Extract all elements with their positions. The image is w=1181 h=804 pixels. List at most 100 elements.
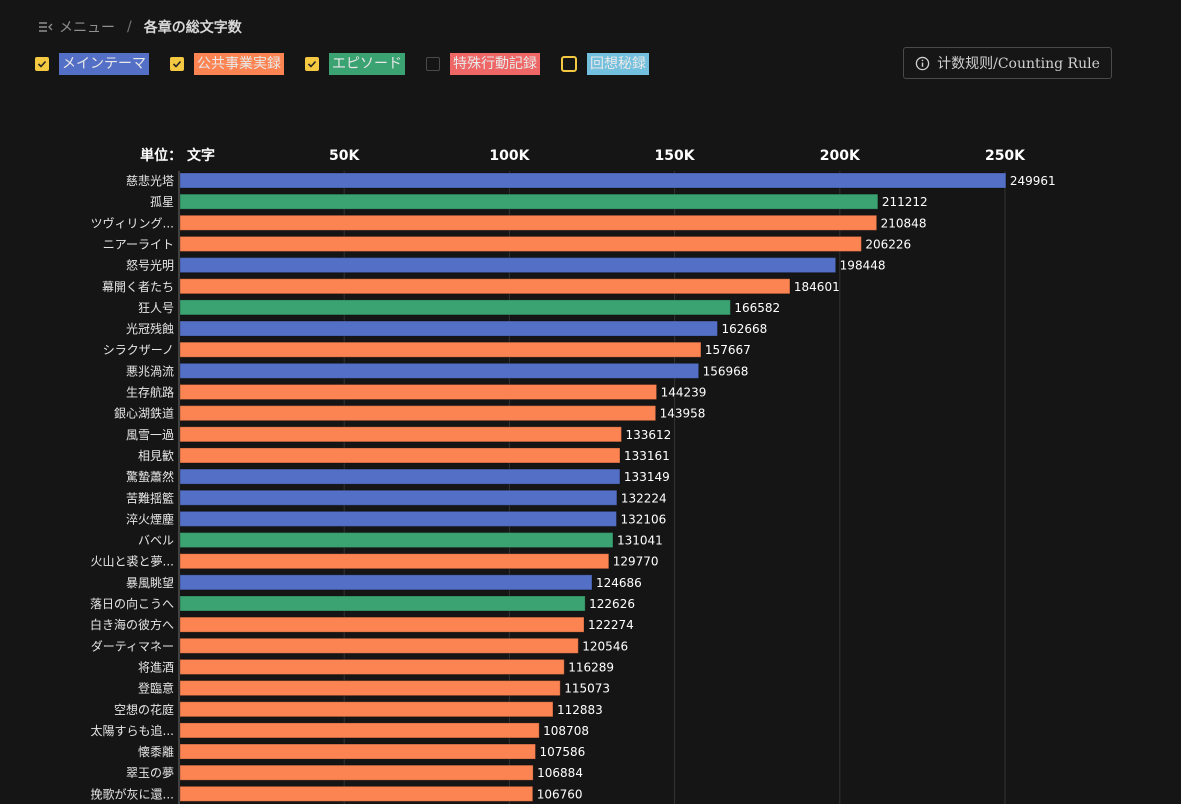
bar-value-label: 133161 <box>624 449 670 463</box>
bar <box>179 722 540 739</box>
y-category-label: 落日の向こうへ <box>90 596 174 611</box>
bar <box>179 637 579 654</box>
y-category-label: 生存航路 <box>126 385 174 400</box>
breadcrumb: メニュー / 各章の総文字数 <box>38 17 242 37</box>
bar <box>179 510 617 527</box>
y-category-label: シラクザーノ <box>103 343 174 357</box>
bar-value-label: 143958 <box>660 407 706 421</box>
y-category-label: 懐黍離 <box>138 745 174 759</box>
legend-label: 特殊行動記録 <box>450 53 540 75</box>
bar-value-label: 132106 <box>620 512 666 526</box>
bar <box>179 532 614 549</box>
bar-value-label: 166582 <box>734 301 780 315</box>
bar <box>179 426 622 443</box>
bar <box>179 785 534 802</box>
bar-value-label: 133612 <box>625 428 671 442</box>
bar-value-label: 122274 <box>588 618 634 632</box>
y-category-label: 淬火煙塵 <box>126 511 174 526</box>
menu-link[interactable]: メニュー <box>38 17 115 37</box>
y-category-label: 狂人号 <box>138 301 174 315</box>
legend-item-recollection[interactable]: 回想秘録 <box>561 53 649 75</box>
legend-item-special-ops[interactable]: 特殊行動記録 <box>426 53 540 75</box>
bar-value-label: 108708 <box>543 724 589 738</box>
y-category-label: 暴風眺望 <box>126 576 174 590</box>
y-category-label: 風雪一過 <box>126 428 174 442</box>
legend-label: 公共事業実録 <box>194 53 284 75</box>
check-icon <box>307 60 317 68</box>
legend-label: メインテーマ <box>59 53 149 75</box>
x-tick-label: 250K <box>985 148 1026 164</box>
page-title: 各章の総文字数 <box>143 20 242 36</box>
bar <box>179 764 534 781</box>
bar-value-label: 156968 <box>703 364 749 378</box>
bar <box>179 595 586 612</box>
bar <box>179 447 621 464</box>
bar-value-label: 107586 <box>539 745 585 759</box>
bar <box>179 468 621 485</box>
legend-item-episode[interactable]: エピソード <box>305 53 405 75</box>
legend-label: エピソード <box>329 53 405 75</box>
x-tick-label: 150K <box>655 148 696 164</box>
y-category-label: 相見歓 <box>138 449 174 463</box>
checkbox[interactable] <box>170 57 184 71</box>
y-category-label: 慈悲光塔 <box>126 173 174 188</box>
bar-value-label: 131041 <box>617 534 663 548</box>
y-category-label: 挽歌が灰に還... <box>91 786 174 801</box>
counting-rule-button[interactable]: 计数规则/Counting Rule <box>903 47 1112 79</box>
y-category-label: 光冠残蝕 <box>126 321 174 336</box>
counting-rule-label: 计数规则/Counting Rule <box>937 56 1100 72</box>
checkbox[interactable] <box>35 57 49 71</box>
bar-value-label: 210848 <box>881 216 927 230</box>
y-category-label: 銀心湖鉄道 <box>114 406 174 421</box>
bar-value-label: 184601 <box>794 280 840 294</box>
bar <box>179 299 731 316</box>
bar-value-label: 162668 <box>721 322 767 336</box>
bar <box>179 574 593 591</box>
menu-collapse-icon <box>39 22 53 32</box>
legend-item-main-theme[interactable]: メインテーマ <box>35 53 149 75</box>
bar <box>179 362 700 379</box>
bar <box>179 743 536 760</box>
y-category-label: 太陽すらも追... <box>91 723 174 738</box>
info-icon <box>915 56 930 70</box>
bar <box>179 553 610 570</box>
checkbox[interactable] <box>561 56 577 72</box>
bar <box>179 214 878 231</box>
legend-item-public-works[interactable]: 公共事業実録 <box>170 53 284 75</box>
bar <box>179 405 657 422</box>
bar <box>179 384 658 400</box>
bar-value-label: 120546 <box>582 639 628 653</box>
bar-value-label: 106760 <box>537 787 583 801</box>
breadcrumb-separator: / <box>127 19 132 35</box>
unit-label: 単位： 文字 <box>140 147 215 164</box>
x-tick-label: 50K <box>329 148 360 164</box>
bar <box>179 172 1007 189</box>
bar-value-label: 106884 <box>537 766 583 780</box>
bar <box>179 235 862 252</box>
menu-label: メニュー <box>59 20 115 36</box>
y-category-label: 驚蟄蕭然 <box>126 469 174 484</box>
y-category-label: 将進酒 <box>138 660 174 674</box>
bar-value-label: 211212 <box>882 195 928 209</box>
bar-value-label: 129770 <box>613 555 659 569</box>
bar-value-label: 132224 <box>621 491 667 505</box>
y-category-label: ニアーライト <box>103 237 174 251</box>
legend-label: 回想秘録 <box>587 53 649 75</box>
bar-value-label: 144239 <box>661 386 707 400</box>
bar-value-label: 206226 <box>865 237 911 251</box>
bar <box>179 278 791 295</box>
bar-value-label: 249961 <box>1010 174 1056 188</box>
bar-value-label: 116289 <box>568 660 614 674</box>
y-category-label: 幕開く者たち <box>102 280 174 294</box>
y-category-label: 苦難揺籃 <box>126 490 174 505</box>
y-category-label: 悪兆渦流 <box>126 363 174 378</box>
y-category-label: 登臨意 <box>138 681 174 696</box>
y-category-label: 孤星 <box>150 195 174 209</box>
bar-value-label: 122626 <box>589 597 635 611</box>
bar-value-label: 115073 <box>564 682 610 696</box>
bar <box>179 193 879 210</box>
bar <box>179 658 565 675</box>
checkbox[interactable] <box>305 57 319 71</box>
y-category-label: 怒号光明 <box>126 258 174 273</box>
checkbox[interactable] <box>426 57 440 71</box>
